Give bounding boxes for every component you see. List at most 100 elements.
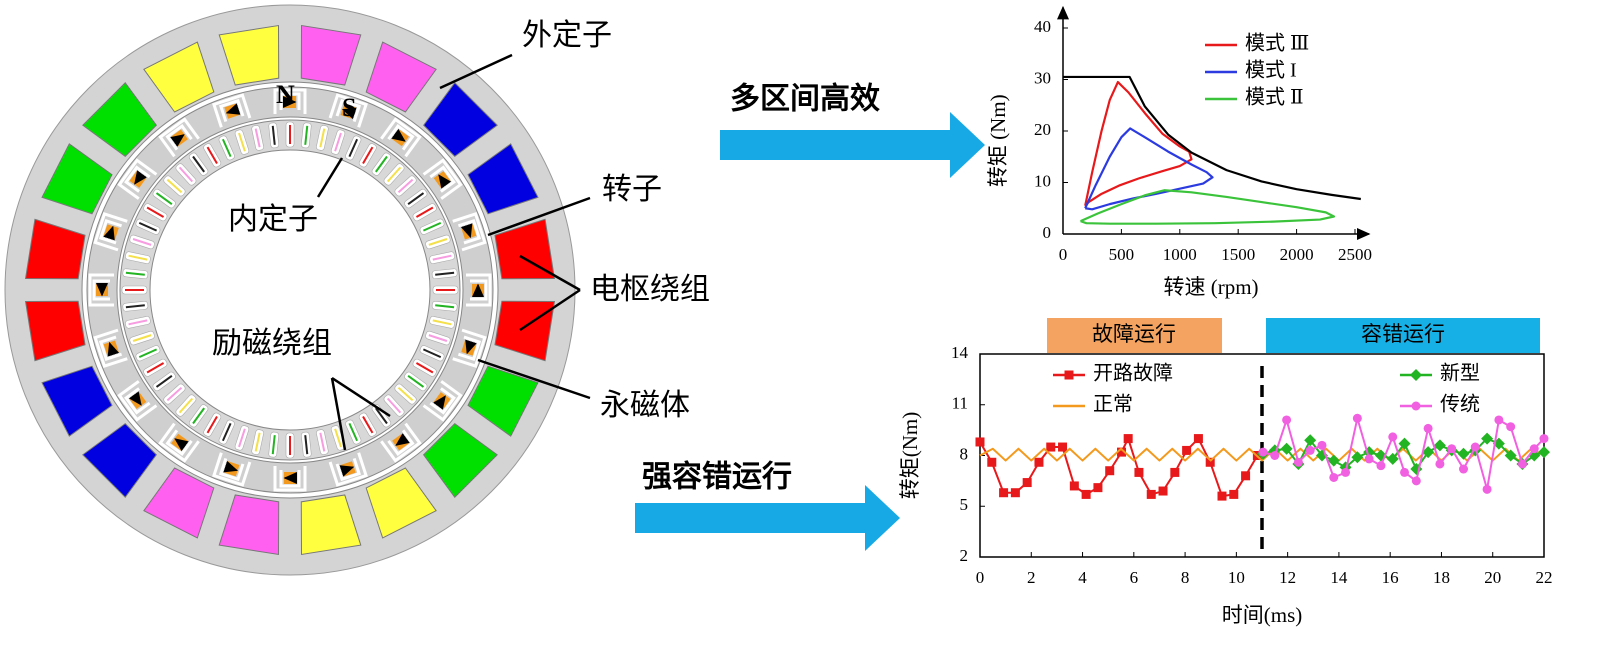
field-coil — [432, 319, 452, 326]
inner-slot — [425, 330, 451, 346]
label: 励磁绕组 — [212, 327, 332, 360]
field-coil — [319, 432, 326, 452]
marker — [1034, 457, 1044, 467]
inner-slot — [431, 268, 458, 280]
inner-slot — [129, 234, 155, 250]
marker — [1105, 466, 1115, 476]
marker — [1205, 457, 1215, 467]
rotor-pole — [117, 380, 158, 422]
rotor-pole — [328, 93, 368, 128]
inner-slot — [330, 129, 346, 155]
marker — [1058, 442, 1068, 452]
pole-label: S — [342, 93, 356, 122]
field-coil — [334, 132, 342, 152]
field-coil — [415, 362, 434, 374]
armature-slot — [143, 41, 215, 113]
magnet-arrow — [134, 170, 147, 185]
marker — [1241, 471, 1251, 481]
armature-slot — [494, 218, 556, 280]
armature-slot — [300, 24, 362, 86]
leader-line — [331, 376, 391, 418]
inner-slot — [122, 268, 149, 280]
banner — [1266, 318, 1540, 353]
legend-label: 模式 Ⅱ — [1245, 86, 1304, 109]
field-coil — [348, 138, 359, 158]
rotor-segment — [93, 328, 128, 368]
marker — [1123, 434, 1133, 444]
armature-slot — [422, 82, 498, 158]
rotor-segment — [466, 273, 492, 307]
marker — [1158, 486, 1168, 496]
leader-line — [487, 196, 591, 237]
inner-slot — [203, 412, 222, 437]
y-tick-label: 11 — [952, 394, 968, 413]
rotor-pole — [422, 380, 463, 422]
marker — [1457, 447, 1470, 460]
inner-slot — [300, 431, 312, 458]
marker — [1117, 447, 1127, 457]
x-tick-label: 0 — [976, 568, 985, 587]
marker — [1538, 446, 1550, 459]
rotor-pole — [93, 212, 128, 252]
field-coil — [192, 155, 205, 173]
leader-line — [519, 288, 581, 332]
marker — [1539, 434, 1549, 444]
leader-line — [519, 254, 581, 292]
armature-slot — [467, 143, 539, 215]
field-coil — [397, 386, 414, 402]
banner-label: 故障运行 — [1092, 322, 1176, 346]
field-coil — [304, 125, 309, 145]
inner-slot — [383, 163, 405, 186]
inner-slot — [175, 394, 197, 417]
marker — [1258, 447, 1268, 457]
marker — [987, 457, 997, 467]
rotor-segment — [452, 212, 487, 252]
field-coil — [221, 422, 232, 442]
leader-line — [316, 157, 344, 198]
inner-slot — [345, 419, 362, 445]
armature-slot — [300, 494, 362, 556]
inner-slot — [268, 431, 280, 458]
marker — [1422, 446, 1435, 459]
marker — [1423, 423, 1433, 433]
field-coil — [397, 178, 414, 194]
inner-slot — [345, 135, 362, 161]
series-line — [1080, 189, 1336, 225]
rotor-segment — [273, 466, 307, 492]
marker — [1410, 369, 1422, 381]
marker — [1400, 467, 1410, 477]
marker — [1351, 451, 1364, 464]
marker — [1435, 459, 1445, 469]
series-line — [1084, 80, 1193, 207]
leader-lines — [316, 53, 591, 451]
marker — [1093, 483, 1103, 493]
field-coil — [178, 166, 194, 183]
armature-slot — [218, 24, 280, 86]
label: 内定子 — [228, 203, 318, 236]
y-tick-label: 30 — [1034, 68, 1051, 87]
rotor-pole — [273, 88, 307, 114]
inner-slot — [358, 412, 377, 437]
marker — [1506, 422, 1516, 432]
inner-slot — [285, 121, 295, 148]
inner-slot — [431, 300, 458, 312]
marker — [1280, 442, 1293, 455]
field-coil — [422, 221, 442, 232]
inner-slot — [404, 371, 428, 392]
field-coil — [125, 304, 145, 309]
armature-slot — [218, 494, 280, 556]
inner-slot — [425, 234, 451, 250]
rotor-pole — [380, 117, 422, 158]
marker — [1134, 467, 1144, 477]
magnet-arrow — [339, 465, 355, 477]
marker — [1398, 437, 1411, 450]
inner-slot — [188, 404, 209, 428]
marker — [1217, 491, 1227, 501]
field-coil — [238, 428, 246, 448]
inner-slot — [358, 143, 377, 168]
field-coil — [362, 415, 374, 434]
rotor-segment — [328, 93, 368, 128]
x-tick-label: 20 — [1484, 568, 1501, 587]
x-tick-label: 10 — [1228, 568, 1245, 587]
inner-slot — [404, 188, 428, 209]
